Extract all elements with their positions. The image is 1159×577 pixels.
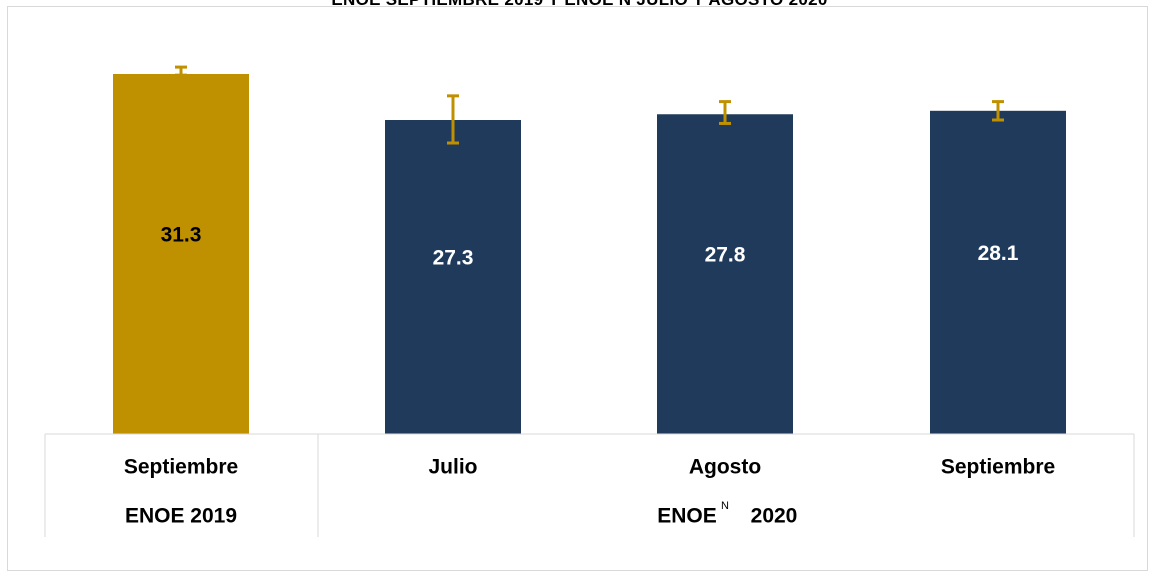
x-tick-label: Agosto xyxy=(689,456,761,479)
group-label-superscript: N xyxy=(721,500,729,512)
data-label: 31.3 xyxy=(161,224,202,247)
bar xyxy=(385,120,521,434)
group-label: ENOE 2019 xyxy=(125,505,237,528)
data-label: 27.8 xyxy=(705,244,746,267)
group-label-year: 2020 xyxy=(751,505,798,528)
group-label: ENOE xyxy=(657,505,717,528)
data-label: 28.1 xyxy=(978,242,1019,265)
bar xyxy=(657,114,793,434)
x-tick-label: Septiembre xyxy=(941,456,1055,479)
bar xyxy=(930,111,1066,434)
bar xyxy=(113,74,249,434)
data-label: 27.3 xyxy=(433,247,474,270)
x-tick-label: Julio xyxy=(428,456,477,479)
x-tick-label: Septiembre xyxy=(124,456,238,479)
